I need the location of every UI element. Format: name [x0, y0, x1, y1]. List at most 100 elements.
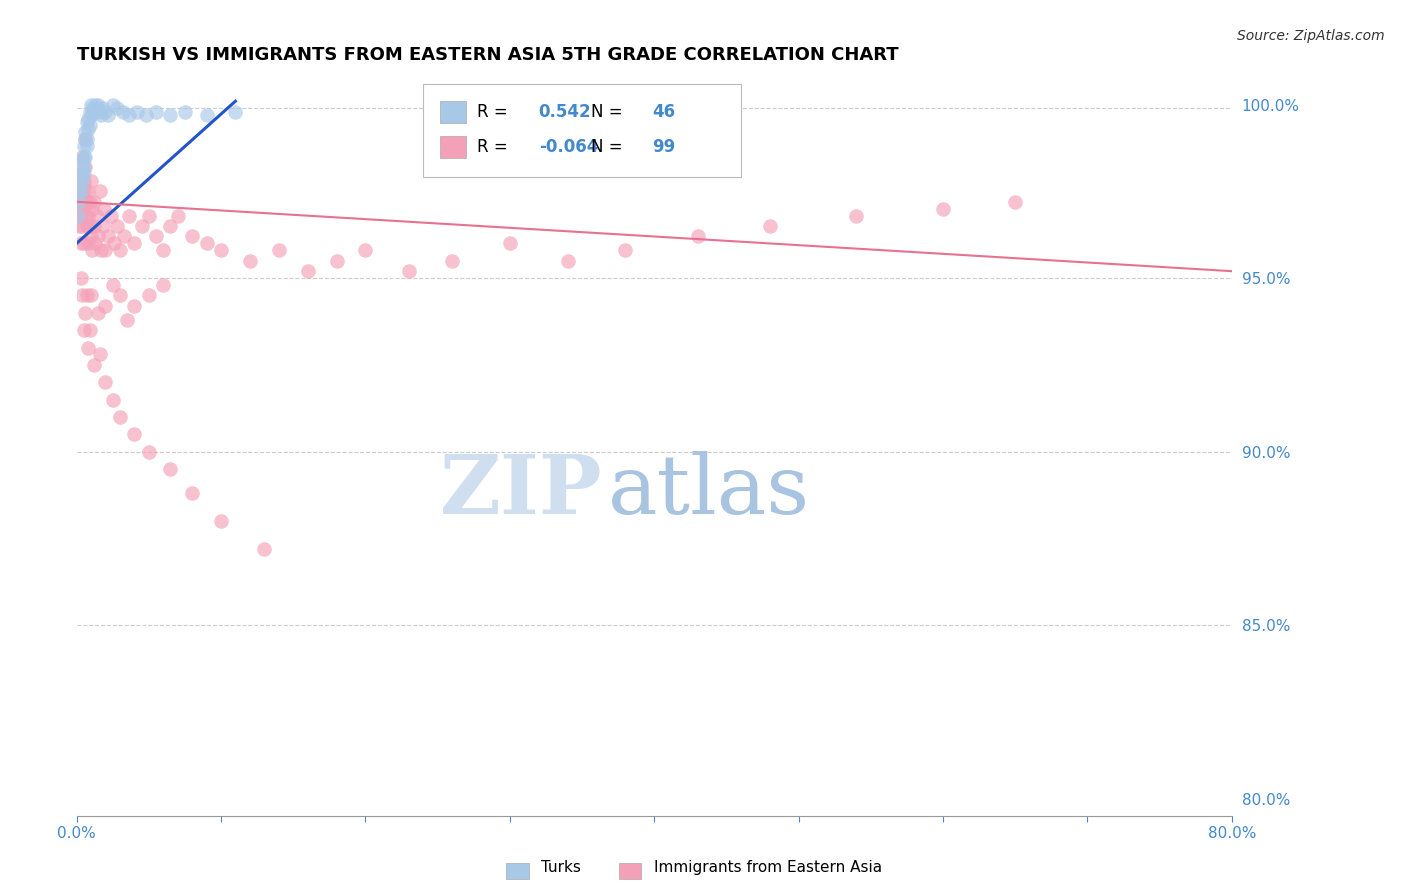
- Point: [76, 194, 98, 209]
- Point: [79, 219, 101, 233]
- Point: [131, 219, 153, 233]
- Point: [72, 288, 94, 302]
- Point: [70, 209, 93, 223]
- Point: [75, 125, 97, 139]
- Point: [325, 253, 347, 268]
- Point: [159, 219, 181, 233]
- Point: [76, 132, 98, 146]
- Point: [94, 244, 117, 258]
- Point: [80, 229, 103, 244]
- Point: [686, 229, 709, 244]
- Point: [87, 229, 110, 244]
- Point: [79, 119, 101, 133]
- Text: R =: R =: [478, 138, 513, 156]
- Point: [152, 278, 174, 293]
- Point: [77, 236, 100, 251]
- Point: [108, 244, 131, 258]
- Point: [124, 236, 146, 251]
- Point: [69, 185, 91, 199]
- Point: [89, 104, 111, 119]
- Point: [77, 112, 100, 126]
- Text: N =: N =: [591, 138, 627, 156]
- Point: [159, 462, 181, 476]
- FancyBboxPatch shape: [423, 84, 741, 177]
- Point: [267, 244, 290, 258]
- Point: [69, 202, 91, 216]
- Point: [80, 108, 103, 122]
- Point: [557, 253, 579, 268]
- Point: [75, 306, 97, 320]
- Point: [75, 150, 97, 164]
- Point: [117, 209, 139, 223]
- Point: [101, 97, 124, 112]
- Point: [195, 236, 218, 251]
- Point: [73, 236, 96, 251]
- Point: [90, 108, 112, 122]
- Text: R =: R =: [478, 103, 513, 120]
- Point: [108, 288, 131, 302]
- Point: [1004, 194, 1026, 209]
- Point: [103, 236, 125, 251]
- Point: [253, 541, 276, 556]
- Point: [69, 185, 91, 199]
- Point: [73, 174, 96, 188]
- Point: [138, 288, 160, 302]
- Point: [83, 194, 105, 209]
- Point: [124, 299, 146, 313]
- Point: [94, 299, 117, 313]
- Point: [398, 264, 420, 278]
- Point: [66, 209, 89, 223]
- Point: [72, 219, 94, 233]
- Point: [77, 185, 100, 199]
- Point: [173, 104, 195, 119]
- Point: [73, 160, 96, 174]
- Point: [89, 185, 111, 199]
- Point: [77, 341, 100, 355]
- Point: [115, 312, 138, 326]
- Point: [138, 444, 160, 458]
- Point: [76, 139, 98, 153]
- Point: [72, 174, 94, 188]
- Point: [66, 194, 89, 209]
- Point: [87, 306, 110, 320]
- Point: [73, 323, 96, 337]
- Point: [69, 194, 91, 209]
- Point: [614, 244, 637, 258]
- Point: [181, 486, 204, 500]
- Text: 46: 46: [652, 103, 675, 120]
- Point: [108, 409, 131, 424]
- Point: [354, 244, 377, 258]
- Point: [70, 174, 93, 188]
- Point: [93, 202, 115, 216]
- Point: [75, 185, 97, 199]
- Point: [76, 219, 98, 233]
- Point: [209, 514, 232, 528]
- Point: [75, 132, 97, 146]
- Point: [166, 209, 188, 223]
- Point: [70, 236, 93, 251]
- Point: [69, 219, 91, 233]
- Point: [181, 229, 204, 244]
- Point: [499, 236, 522, 251]
- Text: atlas: atlas: [607, 450, 810, 531]
- Point: [224, 104, 246, 119]
- Text: N =: N =: [591, 103, 627, 120]
- Text: ZIP: ZIP: [440, 450, 602, 531]
- Point: [73, 202, 96, 216]
- Point: [932, 202, 955, 216]
- Point: [239, 253, 262, 268]
- Point: [72, 160, 94, 174]
- Text: Immigrants from Eastern Asia: Immigrants from Eastern Asia: [654, 861, 882, 875]
- Text: -0.064: -0.064: [538, 138, 598, 156]
- FancyBboxPatch shape: [440, 136, 465, 158]
- Point: [80, 288, 103, 302]
- Point: [117, 108, 139, 122]
- Point: [195, 108, 218, 122]
- Point: [73, 167, 96, 181]
- Point: [91, 219, 114, 233]
- Text: TURKISH VS IMMIGRANTS FROM EASTERN ASIA 5TH GRADE CORRELATION CHART: TURKISH VS IMMIGRANTS FROM EASTERN ASIA …: [76, 46, 898, 64]
- Point: [70, 185, 93, 199]
- Point: [82, 101, 104, 115]
- Point: [72, 153, 94, 168]
- Point: [758, 219, 780, 233]
